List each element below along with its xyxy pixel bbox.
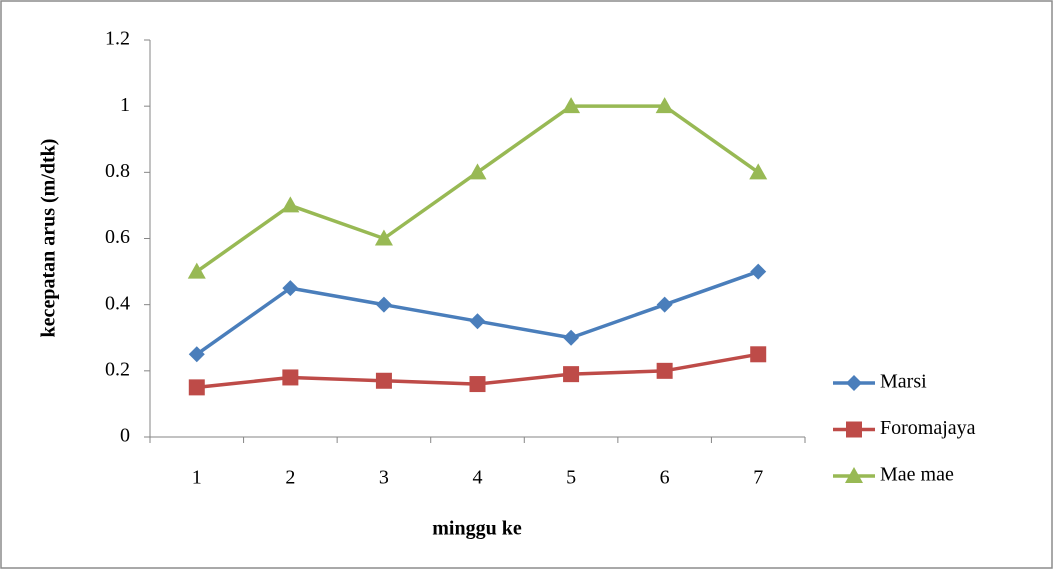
legend-label: Mae mae — [880, 464, 954, 486]
marker — [375, 296, 392, 313]
marker — [750, 263, 767, 280]
marker — [656, 362, 673, 379]
y-tick-label: 1 — [120, 94, 130, 116]
marker — [846, 375, 862, 391]
marker — [655, 97, 674, 114]
marker — [282, 369, 299, 386]
marker — [188, 346, 205, 363]
x-tick-label: 5 — [566, 467, 576, 489]
x-axis-label: minggu ke — [432, 518, 522, 540]
marker — [282, 280, 299, 297]
y-tick-label: 0 — [120, 425, 130, 447]
marker — [469, 376, 486, 393]
y-tick-label: 0.8 — [105, 160, 130, 182]
marker — [750, 346, 767, 363]
x-tick-label: 7 — [753, 467, 763, 489]
legend-label: Marsi — [880, 371, 927, 393]
marker — [846, 421, 862, 438]
x-tick-label: 4 — [473, 467, 483, 489]
marker — [563, 329, 580, 346]
legend-label: Foromajaya — [880, 417, 976, 439]
marker — [563, 366, 580, 383]
marker — [281, 196, 300, 213]
y-tick-label: 0.4 — [105, 292, 130, 314]
x-tick-label: 6 — [660, 467, 670, 489]
marker — [656, 296, 673, 313]
x-tick-label: 3 — [379, 467, 389, 489]
marker — [188, 379, 205, 396]
marker — [562, 97, 581, 114]
x-tick-label: 2 — [285, 467, 295, 489]
marker — [845, 467, 863, 483]
marker — [468, 163, 487, 180]
y-axis-label: kecepatan arus (m/dtk) — [38, 139, 60, 338]
y-tick-label: 1.2 — [105, 28, 130, 50]
y-tick-label: 0.2 — [105, 358, 130, 380]
marker — [469, 313, 486, 330]
marker — [375, 372, 392, 389]
x-tick-label: 1 — [192, 467, 202, 489]
marker — [749, 163, 768, 180]
marker — [187, 262, 206, 279]
marker — [374, 229, 393, 246]
y-tick-label: 0.6 — [105, 226, 130, 248]
